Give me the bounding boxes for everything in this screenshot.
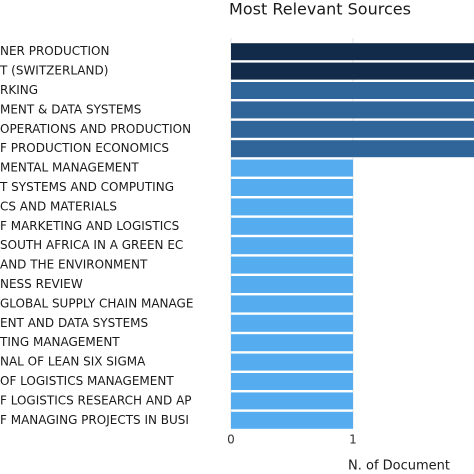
y-tick-label: MENT & DATA SYSTEMS: [0, 102, 141, 116]
y-tick-label: AND THE ENVIRONMENT: [0, 258, 148, 272]
bar: [231, 82, 474, 99]
y-tick-label: MENTAL MANAGEMENT: [0, 161, 139, 175]
y-tick-label: ENT AND DATA SYSTEMS: [0, 316, 148, 330]
bar: [231, 198, 353, 216]
bar: [231, 217, 353, 235]
y-tick-label: NER PRODUCTION: [0, 44, 109, 58]
x-tick-label: 1: [349, 433, 357, 447]
bar: [231, 62, 474, 80]
y-tick-label: F PRODUCTION ECONOMICS: [0, 141, 169, 155]
y-tick-label: F LOGISTICS RESEARCH AND AP: [0, 393, 192, 407]
bar: [231, 276, 353, 293]
y-tick-label: NESS REVIEW: [0, 277, 83, 291]
x-tick-label: 0: [227, 433, 235, 447]
y-tick-label: F MARKETING AND LOGISTICS: [0, 219, 179, 233]
bar: [231, 314, 353, 332]
bar: [231, 101, 474, 119]
y-tick-label: OF LOGISTICS MANAGEMENT: [0, 374, 174, 388]
y-tick-label: T SYSTEMS AND COMPUTING: [0, 180, 174, 194]
bar: [231, 237, 353, 255]
bar: [231, 159, 353, 177]
y-tick-label: NAL OF LEAN SIX SIGMA: [0, 355, 146, 369]
bar: [231, 353, 353, 371]
y-tick-label: T (SWITZERLAND): [0, 64, 108, 78]
bar: [231, 43, 474, 61]
bar: [231, 120, 474, 138]
bar: [231, 334, 353, 352]
chart-title: Most Relevant Sources: [229, 0, 411, 19]
y-tick-label: TING MANAGEMENT: [0, 335, 120, 349]
bar: [231, 411, 353, 429]
y-tick-label: GLOBAL SUPPLY CHAIN MANAGE: [0, 296, 193, 310]
y-tick-label: OPERATIONS AND PRODUCTION: [0, 122, 191, 136]
bar: [231, 140, 474, 158]
x-axis-label: N. of Document: [348, 459, 450, 474]
bar: [231, 392, 353, 410]
bar: [231, 256, 353, 274]
y-tick-label: SOUTH AFRICA IN A GREEN EC: [0, 238, 183, 252]
y-tick-label: RKING: [0, 83, 38, 97]
bar: [231, 179, 353, 196]
y-tick-label: CS AND MATERIALS: [0, 199, 117, 213]
y-tick-label: F MANAGING PROJECTS IN BUSI: [0, 413, 189, 427]
bar: [231, 295, 353, 313]
bar: [231, 373, 353, 390]
